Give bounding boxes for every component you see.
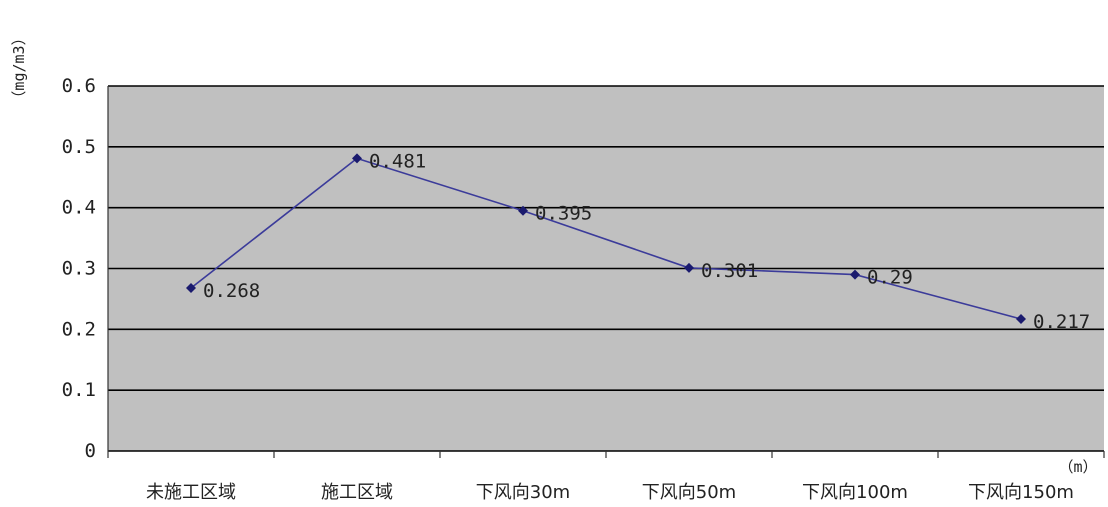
x-category-label-1: 施工区域: [321, 482, 393, 503]
data-label-0: 0.268: [203, 280, 260, 302]
data-label-2: 0.395: [535, 203, 592, 225]
y-tick-label-5: 0.5: [62, 136, 96, 158]
x-axis-category-labels: 未施工区域 施工区域 下风向30m 下风向50m 下风向100m 下风向150m: [146, 482, 1074, 503]
data-label-3: 0.301: [701, 260, 758, 282]
y-tick-label-4: 0.4: [62, 197, 96, 219]
data-point-4: [850, 269, 860, 280]
data-label-5: 0.217: [1033, 311, 1090, 333]
data-point-0: [186, 282, 196, 293]
data-labels: 0.268 0.481 0.395 0.301 0.29 0.217: [203, 150, 1090, 333]
x-category-label-5: 下风向150m: [968, 482, 1074, 503]
x-category-label-3: 下风向50m: [642, 482, 736, 503]
series-line: [190, 157, 1022, 320]
series-markers: [186, 153, 1026, 324]
data-point-2: [518, 205, 528, 216]
data-label-1: 0.481: [369, 150, 426, 172]
x-category-label-4: 下风向100m: [802, 482, 908, 503]
y-tick-label-1: 0.1: [62, 379, 96, 401]
y-axis-unit-label: （mg/m3）: [10, 30, 28, 105]
x-axis-unit-label: （m）: [1058, 458, 1097, 476]
y-tick-label-3: 0.3: [62, 258, 96, 280]
x-axis-ticks: [107, 451, 1105, 458]
data-point-3: [684, 262, 694, 273]
y-tick-label-6: 0.6: [62, 75, 96, 97]
data-point-5: [1016, 313, 1026, 324]
x-category-label-2: 下风向30m: [476, 482, 570, 503]
x-category-label-0: 未施工区域: [146, 482, 236, 503]
y-tick-label-0: 0: [85, 440, 96, 462]
data-label-4: 0.29: [867, 267, 913, 289]
data-point-1: [352, 153, 362, 164]
y-axis-tick-labels: 0 0.1 0.2 0.3 0.4 0.5 0.6: [62, 75, 96, 462]
y-tick-label-2: 0.2: [62, 318, 96, 340]
